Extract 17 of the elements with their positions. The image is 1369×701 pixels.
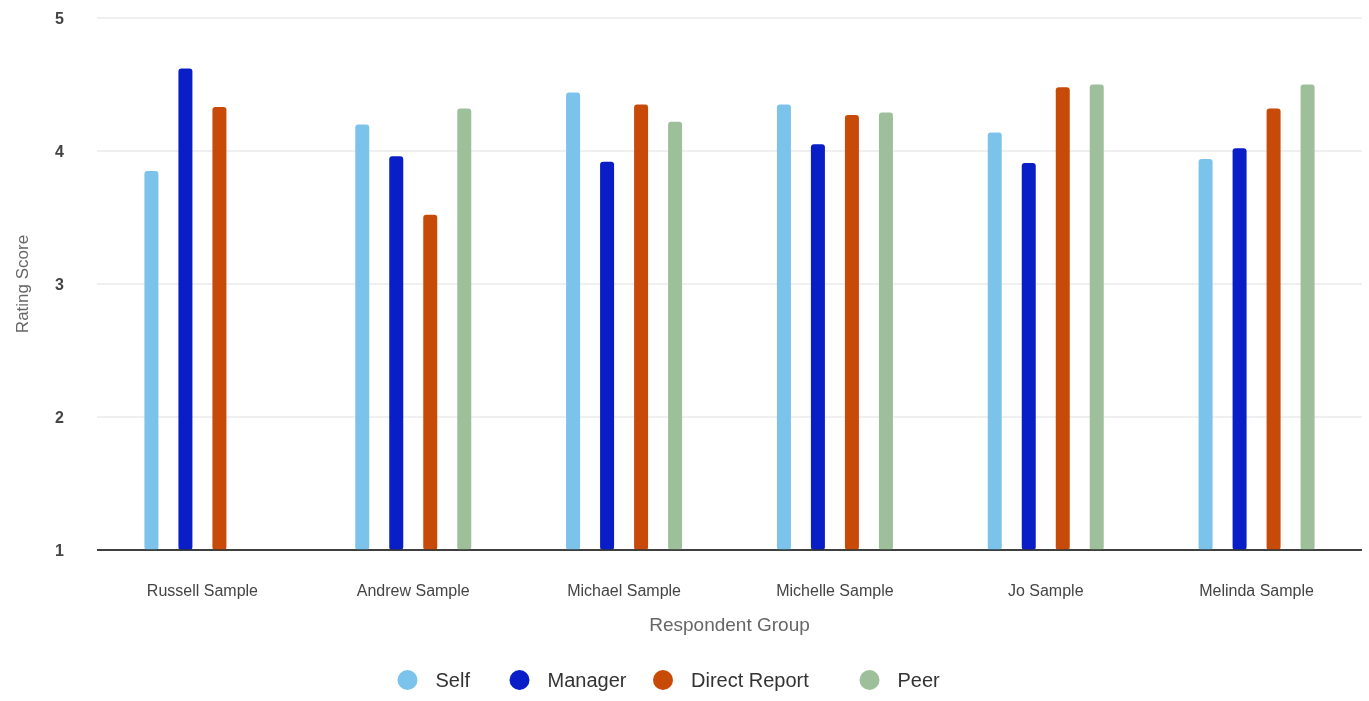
x-tick-label: Michael Sample xyxy=(567,582,682,599)
legend-label: Peer xyxy=(897,669,941,691)
y-tick-label: 4 xyxy=(55,142,65,160)
x-tick-label: Michelle Sample xyxy=(776,582,894,599)
legend-label: Self xyxy=(435,669,471,691)
x-tick-label: Melinda Sample xyxy=(1199,582,1315,599)
legend-label: Direct Report xyxy=(691,669,810,691)
x-tick-label: Andrew Sample xyxy=(356,582,470,599)
y-tick-label: 5 xyxy=(55,9,65,27)
x-tick-label: Russell Sample xyxy=(146,582,259,599)
y-tick-label: 1 xyxy=(55,541,65,559)
y-axis-title: Rating Score xyxy=(13,234,32,334)
legend-label: Manager xyxy=(547,669,627,691)
x-axis-title: Respondent Group xyxy=(649,614,810,635)
y-tick-label: 2 xyxy=(55,408,65,426)
x-tick-label: Jo Sample xyxy=(1007,582,1084,599)
y-tick-label: 3 xyxy=(55,275,65,293)
